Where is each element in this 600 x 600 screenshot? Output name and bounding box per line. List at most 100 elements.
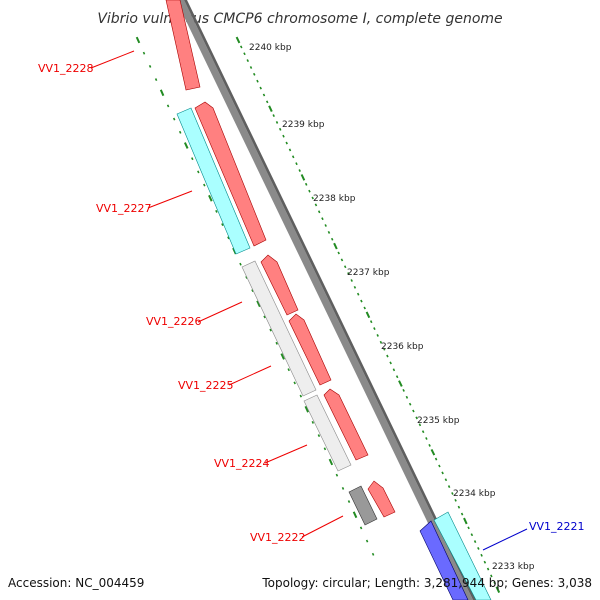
ruler-minor-tick (291, 155, 295, 159)
gene-leader-lines (90, 50, 528, 551)
guide-major-tick (304, 405, 310, 413)
ruler-minor-tick (379, 340, 383, 344)
ruler-minor-tick (265, 100, 269, 104)
leader-vv1-2225 (228, 365, 272, 386)
feature-vv1-2221-inner[interactable] (419, 520, 469, 600)
ruler-minor-tick (382, 347, 386, 351)
ruler-minor-tick (337, 251, 340, 255)
ruler-minor-tick (239, 45, 243, 49)
guide-minor-tick (269, 328, 272, 332)
guide-minor-tick (197, 170, 200, 174)
guide-minor-tick (287, 368, 290, 372)
feature-vv1-2225-forward[interactable] (288, 313, 332, 386)
leader-vv1-2222 (301, 515, 344, 538)
guide-minor-tick (215, 209, 218, 213)
guide-major-tick (135, 36, 141, 44)
gene-label-vv1-2226[interactable]: VV1_2226 (146, 315, 202, 328)
feature-vv1-2226-forward[interactable] (260, 254, 299, 316)
gene-features (165, 0, 492, 600)
leader-vv1-2227 (147, 190, 193, 209)
ruler-minor-tick (389, 361, 392, 365)
guide-minor-tick (299, 394, 303, 398)
feature-vv1-2228-forward[interactable] (165, 0, 201, 91)
ruler-minor-tick (353, 285, 357, 289)
gene-label-vv1-2228[interactable]: VV1_2228 (38, 62, 94, 75)
feature-vv1-2226-reverse[interactable] (241, 260, 317, 397)
guide-major-tick (328, 458, 334, 466)
ruler-minor-tick (343, 265, 347, 269)
ruler-minor-tick (304, 182, 308, 186)
ruler-minor-tick (395, 375, 399, 379)
ruler-minor-tick (415, 416, 418, 420)
ruler-minor-tick (327, 230, 331, 234)
ruler-minor-tick (272, 114, 275, 118)
gene-label-vv1-2227[interactable]: VV1_2227 (96, 202, 152, 215)
guide-minor-tick (359, 526, 363, 530)
tick-label-2234: 2234 kbp (453, 489, 496, 499)
feature-vv1-2222-forward[interactable] (367, 480, 396, 518)
tick-label-2233: 2233 kbp (492, 562, 535, 572)
inner-guide (135, 36, 375, 556)
genome-summary-text: Topology: circular; Length: 3,281,944 bp… (261, 576, 592, 590)
feature-vv1-2227-reverse[interactable] (176, 107, 251, 255)
ruler-minor-tick (321, 217, 324, 221)
gene-label-vv1-2225[interactable]: VV1_2225 (178, 379, 234, 392)
guide-minor-tick (317, 434, 321, 438)
ruler-minor-tick (418, 423, 422, 427)
gene-label-vv1-2222[interactable]: VV1_2222 (250, 531, 306, 544)
ruler-minor-tick (363, 306, 366, 310)
ruler-minor-tick (295, 162, 298, 166)
ruler-minor-tick (425, 437, 428, 440)
gene-label-vv1-2224[interactable]: VV1_2224 (214, 457, 270, 470)
feature-vv1-2221-outer[interactable] (433, 511, 492, 600)
ruler-minor-tick (298, 169, 301, 172)
ruler-minor-tick (412, 409, 415, 413)
ruler-minor-tick (369, 320, 373, 324)
guide-minor-tick (239, 262, 242, 266)
tick-label-2237: 2237 kbp (347, 268, 390, 278)
ruler-minor-tick (405, 395, 409, 399)
chromosome-backbone (176, 0, 473, 600)
ruler-minor-tick (311, 196, 314, 200)
ruler-minor-tick (441, 471, 444, 475)
ruler-major-tick (300, 174, 306, 181)
guide-minor-tick (251, 289, 254, 293)
gene-label-vv1-2221[interactable]: VV1_2221 (529, 520, 585, 533)
ruler-minor-tick (493, 581, 496, 585)
ruler-minor-tick (356, 292, 360, 296)
guide-minor-tick (293, 381, 296, 385)
ruler-minor-tick (434, 457, 438, 461)
ruler-major-tick (268, 105, 273, 113)
guide-minor-tick (365, 539, 369, 543)
guide-minor-tick (245, 275, 248, 279)
ruler-minor-tick (408, 402, 412, 406)
ruler-minor-tick (386, 354, 389, 358)
ruler-minor-tick (288, 148, 292, 152)
ruler-minor-tick (457, 505, 461, 509)
ruler-minor-tick (243, 52, 246, 56)
leader-vv1-2224 (264, 444, 308, 464)
feature-vv1-2224-reverse[interactable] (303, 394, 352, 472)
ruler-minor-tick (324, 224, 327, 227)
ruler-minor-tick (447, 485, 451, 489)
ruler-minor-tick (259, 86, 262, 90)
ruler-minor-tick (421, 430, 425, 434)
ruler-minor-tick (330, 237, 334, 241)
ruler-minor-tick (256, 79, 259, 83)
ruler-minor-tick (360, 299, 363, 303)
feature-vv1-2224-forward[interactable] (323, 388, 369, 461)
ruler-major-tick (365, 311, 371, 319)
feature-vv1-2227-forward[interactable] (194, 101, 267, 247)
ruler-minor-tick (308, 189, 311, 193)
feature-vv1-2222-reverse[interactable] (348, 485, 378, 526)
leader-vv1-2221 (482, 528, 528, 551)
ruler-minor-tick (249, 66, 253, 69)
ruler-minor-tick (278, 127, 282, 131)
ruler-major-tick (398, 380, 403, 387)
ruler-minor-tick (376, 334, 379, 337)
leader-vv1-2228 (90, 50, 135, 69)
guide-major-tick (256, 300, 261, 308)
ruler-major-tick (463, 517, 468, 525)
guide-minor-tick (227, 236, 230, 240)
ruler-minor-tick (373, 327, 376, 331)
